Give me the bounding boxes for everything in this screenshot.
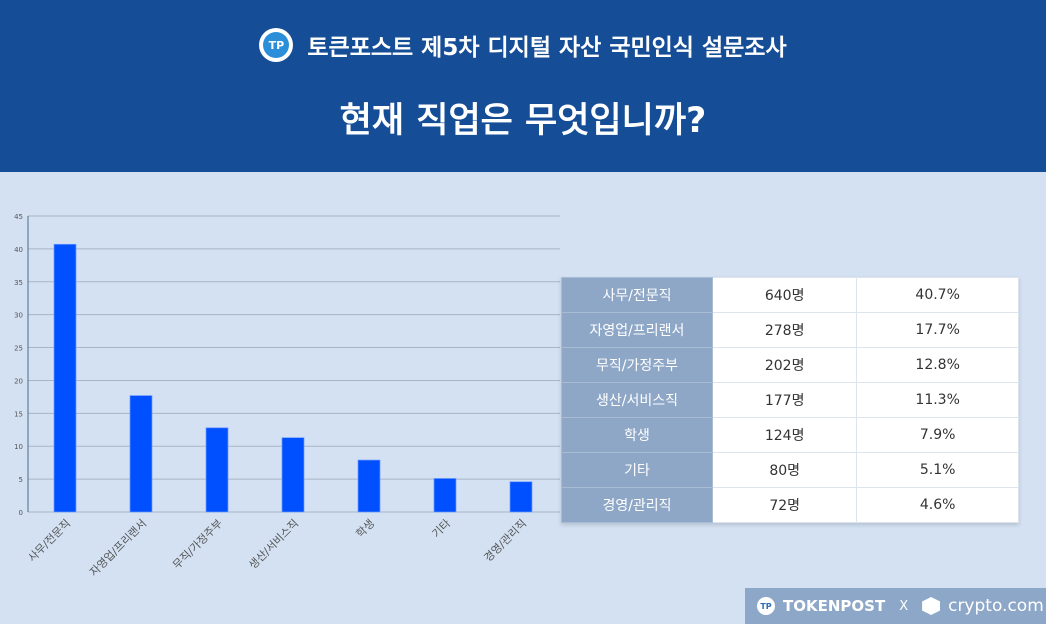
table-row: 학생 124명 7.9% [561,417,1019,453]
job-cell: 생산/서비스직 [561,382,713,418]
y-tick-label: 10 [14,443,23,451]
count-cell: 177명 [711,382,858,418]
x-tick-label: 학생 [354,517,378,541]
results-table: 사무/전문직 640명 40.7% 자영업/프리랜서 278명 17.7% 무직/가정주부 2… [561,277,1019,523]
tokenpost-icon: TP [757,597,775,615]
header: TP 토큰포스트 제5차 디지털 자산 국민인식 설문조사 현재 직업은 무엇입… [0,0,1046,172]
percent-cell: 40.7% [856,277,1019,313]
y-tick-label: 40 [14,246,23,254]
count-cell: 202명 [711,347,858,383]
survey-subtitle: TP 토큰포스트 제5차 디지털 자산 국민인식 설문조사 [0,28,1046,62]
y-tick-label: 20 [14,377,23,385]
crypto-com-brand: crypto.com [948,596,1044,616]
percent-cell: 12.8% [856,347,1019,383]
job-cell: 기타 [561,452,713,488]
job-cell: 학생 [561,417,713,453]
job-cell: 사무/전문직 [561,277,713,313]
percent-cell: 5.1% [856,452,1019,488]
bar [205,427,229,513]
percent-cell: 7.9% [856,417,1019,453]
x-tick-label: 생산/서비스직 [246,517,301,572]
job-cell: 무직/가정주부 [561,347,713,383]
y-tick-label: 5 [19,476,23,484]
y-tick-label: 15 [14,410,23,418]
count-cell: 124명 [711,417,858,453]
count-cell: 80명 [711,452,858,488]
question-title: 현재 직업은 무엇입니까? [339,101,707,141]
table-row: 자영업/프리랜서 278명 17.7% [561,312,1019,348]
count-cell: 278명 [711,312,858,348]
y-tick-label: 35 [14,279,23,287]
percent-cell: 4.6% [856,487,1019,523]
tokenpost-logo-icon: TP [259,28,294,62]
count-cell: 640명 [711,277,858,313]
x-tick-label: 경영/관리직 [482,517,530,565]
bar [53,243,77,513]
job-cell: 자영업/프리랜서 [561,312,713,348]
x-tick-label: 무직/가정주부 [170,517,225,572]
x-tick-label: 사무/전문직 [26,517,74,565]
table-row: 무직/가정주부 202명 12.8% [561,347,1019,383]
bar [433,478,457,513]
y-tick-label: 45 [14,213,23,221]
table-row: 경영/관리직 72명 4.6% [561,487,1019,523]
x-tick-label: 기타 [430,517,454,541]
percent-cell: 11.3% [856,382,1019,418]
bar [281,437,305,513]
table-row: 사무/전문직 640명 40.7% [561,277,1019,313]
table-row: 기타 80명 5.1% [561,452,1019,488]
y-tick-label: 30 [14,312,23,320]
x-tick-label: 자영업/프리랜서 [87,517,149,579]
separator: X [899,598,909,614]
bar [129,395,153,513]
bar-chart: 0 5 10 15 20 25 30 35 40 45 사무/전문직 자영업/프리랜서 무직/가정주부 생… [14,213,560,579]
y-tick-label: 0 [19,509,23,517]
subtitle-text: 토큰포스트 제5차 디지털 자산 국민인식 설문조사 [307,35,787,61]
count-cell: 72명 [711,487,858,523]
job-cell: 경영/관리직 [561,487,713,523]
footer-brands: TP TOKENPOST X crypto.com [745,588,1046,624]
y-tick-label: 25 [14,345,23,353]
bar [509,481,533,513]
table-row: 생산/서비스직 177명 11.3% [561,382,1019,418]
tokenpost-brand: TOKENPOST [783,597,886,615]
crypto-com-icon [922,597,941,615]
percent-cell: 17.7% [856,312,1019,348]
bar [357,459,381,513]
